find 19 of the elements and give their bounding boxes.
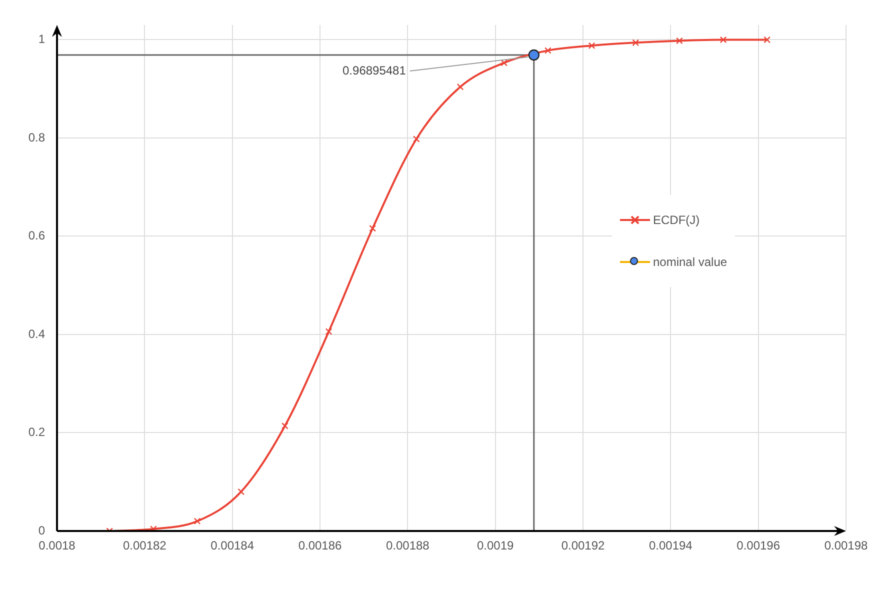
x-tick-label: 0.0019 <box>476 538 514 553</box>
x-tick-label: 0.0018 <box>38 538 76 553</box>
x-tick-label: 0.00186 <box>298 538 342 553</box>
x-tick-label: 0.00196 <box>736 538 780 553</box>
x-tick-label: 0.00198 <box>824 538 868 553</box>
y-tick-label: 0.8 <box>28 130 46 144</box>
legend-label: nominal value <box>653 255 728 269</box>
y-tick-label: 0 <box>38 523 46 538</box>
x-tick-label: 0.00184 <box>210 538 254 553</box>
y-tick-label: 0.2 <box>28 425 46 440</box>
y-tick-label: 1 <box>38 32 46 46</box>
x-tick-label: 0.00188 <box>386 538 430 553</box>
legend-label: ECDF(J) <box>653 213 700 227</box>
y-tick-label: 0.6 <box>28 228 46 243</box>
x-tick-label: 0.00192 <box>561 538 606 553</box>
x-tick-label: 0.00194 <box>648 538 693 553</box>
y-tick-label: 0.4 <box>28 326 46 341</box>
x-tick-label: 0.00182 <box>122 538 167 553</box>
annotation: 0.96895481 <box>342 63 406 78</box>
